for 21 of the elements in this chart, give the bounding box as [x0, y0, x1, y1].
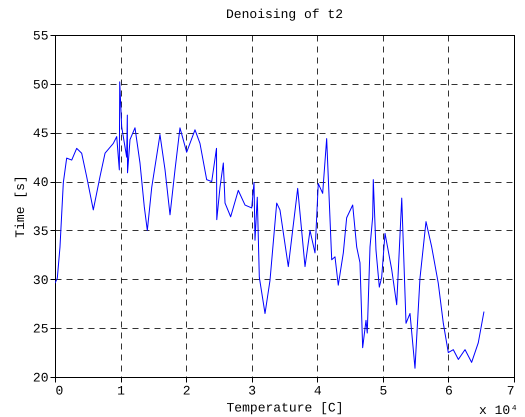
- x-tick-label: 2: [182, 384, 191, 398]
- x-tick-label: 4: [314, 384, 322, 398]
- y-tick-label: 20: [32, 370, 48, 386]
- text: x 10⁴: [479, 403, 518, 417]
- chart-title: Denoising of t2: [226, 7, 344, 22]
- x-tick-label: 3: [248, 384, 256, 398]
- y-tick-label: 35: [32, 224, 48, 239]
- y-tick-label: 40: [32, 175, 48, 190]
- y-tick-label: 25: [32, 322, 48, 337]
- line-series: [55, 81, 484, 369]
- y-tick-label: 45: [32, 126, 48, 142]
- x-tick-label: 1: [117, 384, 126, 398]
- x-tick-label: 5: [379, 384, 388, 398]
- x-axis-title: Temperature [C]: [226, 400, 344, 416]
- x-tick-label: 0: [56, 384, 64, 398]
- y-axis-title: Time [s]: [12, 175, 28, 238]
- y-tick-label: 55: [32, 28, 48, 44]
- x-tick-label: 7: [506, 384, 514, 398]
- x-tick-label: 6: [445, 384, 453, 398]
- y-tick-label: 30: [32, 272, 48, 288]
- y-tick-label: 50: [32, 77, 48, 92]
